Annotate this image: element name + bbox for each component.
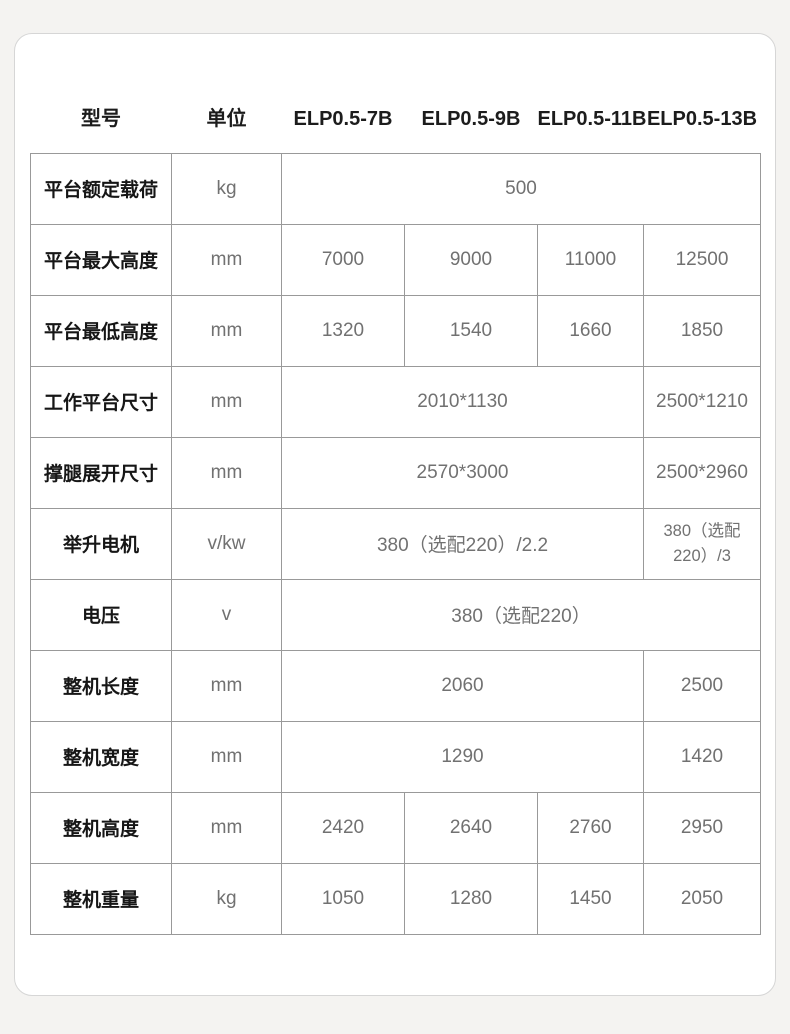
value-cell: 380（选配220）	[281, 578, 761, 651]
table-row: 整机重量 kg 1050 1280 1450 2050	[30, 862, 761, 935]
table-row: 撑腿展开尺寸 mm 2570*3000 2500*2960	[30, 436, 761, 509]
value-cell: 2500*1210	[643, 365, 761, 438]
value-cell: 2060	[281, 649, 644, 722]
table-row: 整机高度 mm 2420 2640 2760 2950	[30, 791, 761, 864]
unit-cell: mm	[171, 791, 282, 864]
value-cell: 12500	[643, 223, 761, 296]
unit-cell: v/kw	[171, 507, 282, 580]
column-header: ELP0.5-13B	[646, 107, 758, 130]
row-label: 电压	[30, 578, 172, 651]
header-row: 型号 单位 ELP0.5-7B ELP0.5-9B ELP0.5-11B ELP0.5-1…	[31, 34, 761, 153]
value-cell: 2640	[404, 791, 538, 864]
value-cell: 1280	[404, 862, 538, 935]
value-cell: 500	[281, 152, 761, 225]
value-cell: 2570*3000	[281, 436, 644, 509]
value-cell: 11000	[537, 223, 644, 296]
row-label: 整机重量	[30, 862, 172, 935]
unit-cell: mm	[171, 720, 282, 793]
value-cell: 1420	[643, 720, 761, 793]
column-header: 单位	[206, 107, 247, 130]
table-row: 平台最低高度 mm 1320 1540 1660 1850	[30, 294, 761, 367]
spec-table-header: 型号 单位 ELP0.5-7B ELP0.5-9B ELP0.5-11B ELP0.5-1…	[31, 34, 761, 153]
column-header: ELP0.5-11B	[537, 107, 647, 130]
value-cell: 7000	[281, 223, 405, 296]
table-row: 整机长度 mm 2060 2500	[30, 649, 761, 722]
table-row: 平台额定载荷 kg 500	[30, 152, 761, 225]
column-header: 型号	[81, 107, 121, 130]
value-cell: 1320	[281, 294, 405, 367]
column-header: ELP0.5-9B	[421, 107, 521, 130]
unit-cell: mm	[171, 436, 282, 509]
value-cell: 380（选配220）/3	[643, 507, 761, 580]
column-header: ELP0.5-7B	[293, 107, 393, 130]
value-cell: 1290	[281, 720, 644, 793]
value-cell: 1050	[281, 862, 405, 935]
value-cell: 2050	[643, 862, 761, 935]
unit-cell: v	[171, 578, 282, 651]
value-cell: 2420	[281, 791, 405, 864]
spec-card: 型号 单位 ELP0.5-7B ELP0.5-9B ELP0.5-11B ELP0.5-1…	[14, 33, 776, 996]
row-label: 举升电机	[30, 507, 172, 580]
spec-table-body: 平台额定载荷 kg 500 平台最大高度 mm 7000 9000 11000 12500 平台最…	[30, 152, 761, 935]
value-cell: 380（选配220）/2.2	[281, 507, 644, 580]
row-label: 平台最大高度	[30, 223, 172, 296]
row-label: 整机高度	[30, 791, 172, 864]
row-label: 整机宽度	[30, 720, 172, 793]
value-cell: 2950	[643, 791, 761, 864]
unit-cell: mm	[171, 294, 282, 367]
row-label: 平台最低高度	[30, 294, 172, 367]
value-cell: 2500*2960	[643, 436, 761, 509]
value-cell: 2760	[537, 791, 644, 864]
value-cell: 1540	[404, 294, 538, 367]
table-row: 工作平台尺寸 mm 2010*1130 2500*1210	[30, 365, 761, 438]
table-row: 平台最大高度 mm 7000 9000 11000 12500	[30, 223, 761, 296]
row-label: 撑腿展开尺寸	[30, 436, 172, 509]
value-cell: 9000	[404, 223, 538, 296]
table-row: 电压 v 380（选配220）	[30, 578, 761, 651]
unit-cell: mm	[171, 365, 282, 438]
table-row: 整机宽度 mm 1290 1420	[30, 720, 761, 793]
row-label: 工作平台尺寸	[30, 365, 172, 438]
value-cell: 2500	[643, 649, 761, 722]
row-label: 平台额定载荷	[30, 152, 172, 225]
table-row: 举升电机 v/kw 380（选配220）/2.2 380（选配220）/3	[30, 507, 761, 580]
unit-cell: mm	[171, 223, 282, 296]
value-cell: 1850	[643, 294, 761, 367]
value-cell: 2010*1130	[281, 365, 644, 438]
row-label: 整机长度	[30, 649, 172, 722]
unit-cell: mm	[171, 649, 282, 722]
value-cell: 1660	[537, 294, 644, 367]
value-cell: 1450	[537, 862, 644, 935]
unit-cell: kg	[171, 152, 282, 225]
unit-cell: kg	[171, 862, 282, 935]
spec-table: 型号 单位 ELP0.5-7B ELP0.5-9B ELP0.5-11B ELP0.5-1…	[30, 34, 761, 935]
